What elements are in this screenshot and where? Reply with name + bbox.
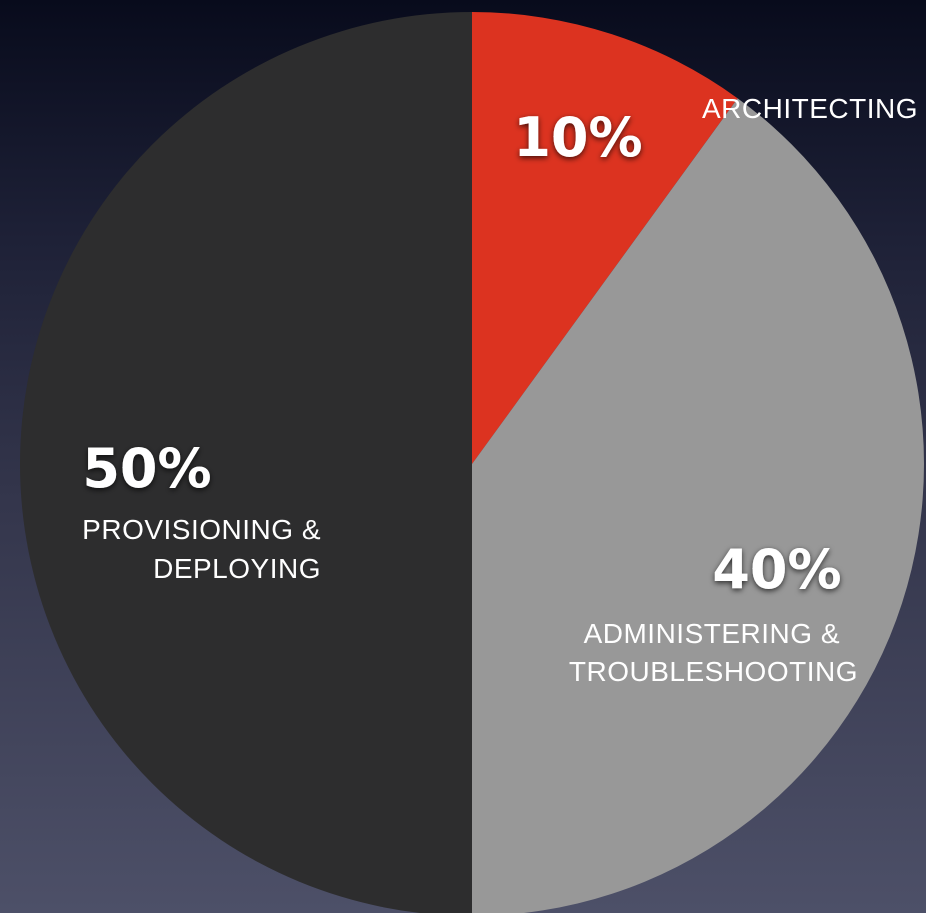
slice-value-label-architecting: 10%	[513, 106, 642, 169]
pie-slice-administering	[472, 98, 924, 913]
slice-category-label-provisioning-line2: DEPLOYING	[153, 553, 321, 584]
pie-slice-architecting	[472, 12, 738, 464]
slice-category-label-administering-line1: ADMINISTERING &	[584, 618, 840, 649]
slice-category-label-provisioning-line1: PROVISIONING &	[82, 514, 321, 545]
slice-value-label-provisioning: 50%	[82, 437, 211, 500]
slice-category-label-architecting: ARCHITECTING	[702, 93, 918, 124]
pie-slices	[20, 12, 924, 913]
slice-value-label-administering: 40%	[712, 538, 841, 601]
slice-category-label-administering-line2: TROUBLESHOOTING	[569, 656, 858, 687]
pie-slice-provisioning	[20, 12, 472, 913]
